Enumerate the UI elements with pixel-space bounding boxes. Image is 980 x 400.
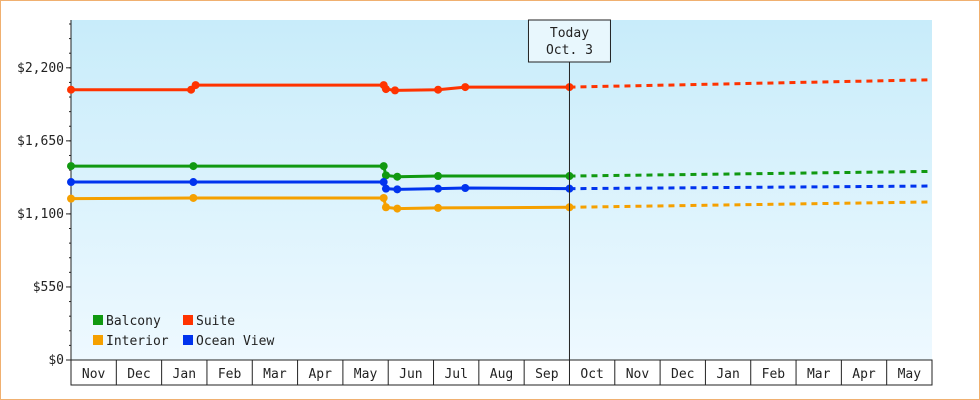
data-point	[189, 178, 198, 187]
data-point	[67, 85, 75, 94]
today-box	[527, 19, 611, 63]
y-tick-label: $2,200	[17, 61, 64, 76]
legend-swatch-interior	[93, 335, 103, 345]
data-point	[461, 184, 470, 193]
data-point	[391, 86, 400, 95]
data-point	[379, 178, 388, 187]
legend-swatch-ocean-view	[183, 335, 193, 345]
data-point	[434, 184, 443, 193]
data-point	[393, 204, 402, 213]
forecast-line-suite	[569, 78, 933, 89]
legend-label: Ocean View	[196, 334, 274, 349]
month-label: Oct	[580, 367, 603, 382]
y-tick-label: $1,100	[17, 207, 64, 222]
data-point	[379, 193, 388, 202]
legend-swatch-suite	[183, 315, 193, 325]
data-point	[381, 184, 390, 193]
data-point	[191, 81, 200, 90]
today-label: Today	[550, 26, 589, 41]
month-label: Apr	[852, 367, 876, 382]
data-point	[381, 203, 390, 212]
data-point	[434, 172, 443, 181]
data-point	[381, 85, 390, 94]
month-label: Nov	[82, 367, 106, 382]
month-label: Jun	[399, 367, 422, 382]
month-label: May	[898, 367, 922, 382]
month-label: Mar	[263, 367, 287, 382]
month-label: Dec	[671, 367, 694, 382]
month-label: Feb	[218, 367, 242, 382]
legend-label: Balcony	[106, 314, 161, 329]
today-date: Oct. 3	[546, 43, 593, 58]
month-label: Aug	[490, 367, 513, 382]
legend-swatch-balcony	[93, 315, 103, 325]
data-point	[381, 171, 390, 180]
series-line-ocean-view	[71, 180, 570, 191]
y-tick-label: $0	[48, 353, 64, 368]
month-label: Nov	[626, 367, 650, 382]
data-point	[434, 203, 443, 212]
month-label: Feb	[762, 367, 786, 382]
forecast-line-interior	[569, 200, 933, 209]
month-label: Jul	[444, 367, 467, 382]
month-label: Mar	[807, 367, 831, 382]
data-point	[67, 178, 75, 187]
month-label: Dec	[127, 367, 150, 382]
forecast-line-balcony	[569, 169, 933, 178]
data-point	[461, 83, 470, 92]
month-label: Jan	[716, 367, 739, 382]
y-tick-label: $1,650	[17, 134, 64, 149]
plot-area	[71, 20, 932, 360]
forecast-line-ocean-view	[569, 184, 933, 191]
month-label: Apr	[308, 367, 332, 382]
data-point	[189, 162, 198, 171]
month-label: Jan	[173, 367, 196, 382]
y-tick-label: $550	[33, 280, 64, 295]
data-point	[393, 172, 402, 181]
data-point	[379, 162, 388, 171]
data-point	[67, 162, 75, 171]
data-point	[189, 193, 198, 202]
data-point	[434, 85, 443, 94]
month-label: Sep	[535, 367, 559, 382]
month-label: May	[354, 367, 378, 382]
legend-label: Interior	[106, 334, 169, 349]
data-point	[393, 185, 402, 194]
data-point	[67, 194, 75, 203]
month-band	[70, 359, 933, 386]
legend-label: Suite	[196, 314, 235, 329]
